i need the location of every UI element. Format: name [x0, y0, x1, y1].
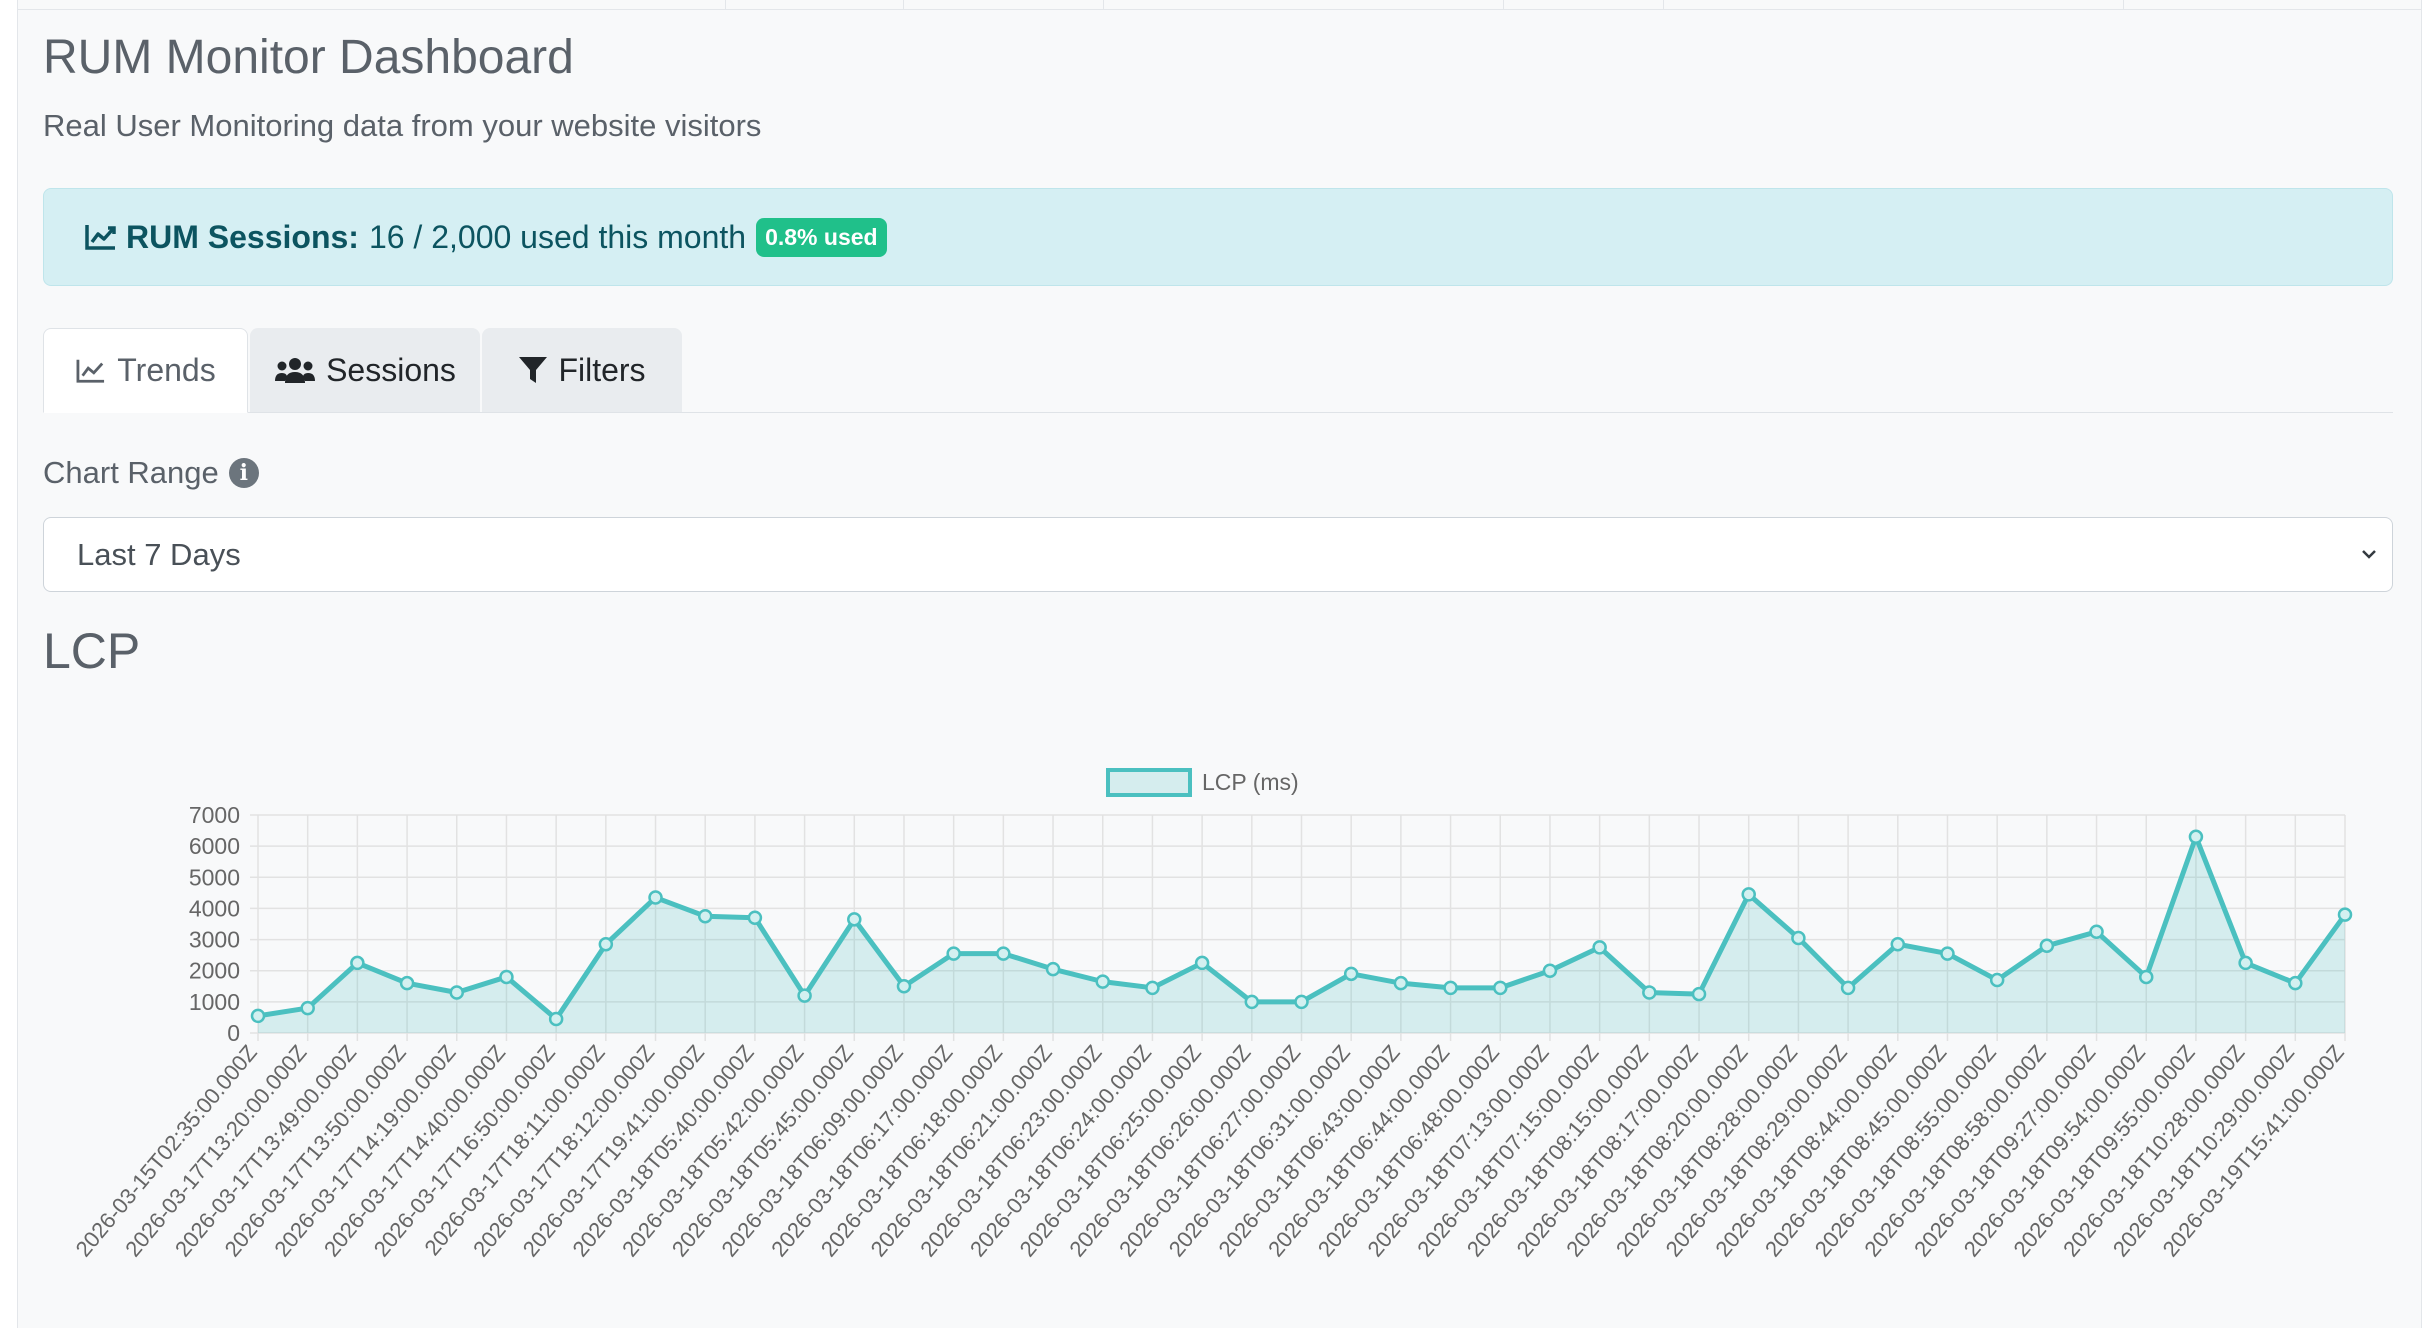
lcp-point	[1294, 994, 1309, 1010]
lcp-point	[1592, 940, 1607, 955]
dashboard-page: RUM Monitor Dashboard Real User Monitori…	[17, 0, 2422, 1328]
lcp-point	[300, 1000, 315, 1016]
chevron-down-icon	[2362, 550, 2376, 559]
legend-label: LCP (ms)	[1202, 769, 1299, 795]
lcp-point	[797, 988, 812, 1003]
y-tick-label: 1000	[189, 989, 240, 1015]
lcp-point	[1045, 961, 1061, 977]
lcp-point	[1443, 980, 1458, 996]
lcp-point	[1493, 980, 1508, 996]
lcp-point	[1393, 975, 1409, 991]
lcp-point	[996, 946, 1011, 961]
tab-sessions-label: Sessions	[326, 351, 456, 388]
lcp-point	[697, 908, 713, 924]
lcp-point	[350, 955, 365, 971]
lcp-section-title: LCP	[43, 623, 141, 679]
y-tick-label: 5000	[189, 864, 240, 890]
lcp-point	[2089, 924, 2104, 940]
lcp-chart: LCP (ms)01000200030004000500060007000202…	[70, 768, 2353, 1261]
chart-line-icon	[85, 225, 116, 250]
y-tick-label: 6000	[189, 833, 240, 859]
y-tick-label: 4000	[189, 895, 240, 921]
lcp-point	[2238, 955, 2253, 971]
info-icon[interactable]: i	[228, 458, 259, 488]
lcp-point	[1244, 994, 1260, 1010]
users-icon	[275, 358, 316, 383]
chart-range-label: Chart Range	[43, 455, 219, 490]
chart-line-icon	[76, 359, 105, 383]
page-subtitle: Real User Monitoring data from your webs…	[43, 108, 762, 143]
lcp-point	[1095, 974, 1110, 989]
chart-range-label-row: Chart Range i	[43, 455, 259, 491]
lcp-point	[946, 946, 961, 961]
tab-sessions[interactable]: Sessions	[250, 328, 480, 412]
y-tick-label: 2000	[189, 958, 240, 984]
lcp-point	[399, 975, 415, 991]
lcp-point	[896, 979, 912, 994]
lcp-point	[499, 969, 514, 985]
lcp-point	[1343, 966, 1359, 982]
tab-filters[interactable]: Filters	[482, 328, 682, 412]
lcp-point	[648, 890, 663, 905]
lcp-point	[2337, 907, 2353, 922]
lcp-point	[1940, 946, 1955, 961]
lcp-point	[1691, 986, 1707, 1002]
lcp-point	[1840, 980, 1856, 996]
y-tick-label: 3000	[189, 927, 240, 953]
dashboard-tabs: Trends Sessions Filters	[43, 328, 2393, 413]
chart-range-select[interactable]: Last 7 Days	[43, 517, 2393, 592]
lcp-point	[1145, 980, 1160, 996]
lcp-point	[1642, 985, 1657, 1000]
top-border	[18, 0, 2421, 10]
lcp-point	[1989, 972, 2005, 988]
lcp-point	[1791, 930, 1806, 946]
usage-badge: 0.8% used	[756, 217, 887, 257]
alert-label: RUM Sessions:	[126, 218, 359, 255]
y-tick-label: 7000	[189, 802, 240, 828]
lcp-point	[2138, 969, 2154, 985]
alert-usage-text: 16 / 2,000 used this month	[368, 218, 747, 255]
lcp-point	[1542, 963, 1558, 978]
y-tick-label: 0	[227, 1020, 240, 1046]
lcp-point	[2288, 975, 2303, 991]
rum-sessions-alert: RUM Sessions: 16 / 2,000 used this month…	[43, 188, 2393, 286]
tab-trends[interactable]: Trends	[43, 328, 248, 413]
lcp-point	[2188, 829, 2204, 845]
lcp-area	[258, 836, 2345, 1033]
lcp-point	[847, 912, 862, 927]
lcp-point	[1194, 955, 1210, 971]
legend-swatch	[1106, 768, 1192, 797]
lcp-point	[1741, 887, 1756, 902]
filter-icon	[519, 357, 548, 383]
page-title: RUM Monitor Dashboard	[43, 31, 574, 84]
lcp-point	[598, 936, 614, 952]
lcp-point	[1890, 936, 1906, 952]
lcp-point	[449, 985, 465, 1000]
lcp-point	[548, 1011, 564, 1027]
tab-filters-label: Filters	[558, 351, 646, 388]
lcp-point	[250, 1008, 266, 1024]
lcp-point	[2039, 938, 2055, 954]
chart-range-value: Last 7 Days	[77, 536, 241, 572]
tab-trends-label: Trends	[117, 352, 216, 388]
lcp-point	[747, 910, 763, 926]
